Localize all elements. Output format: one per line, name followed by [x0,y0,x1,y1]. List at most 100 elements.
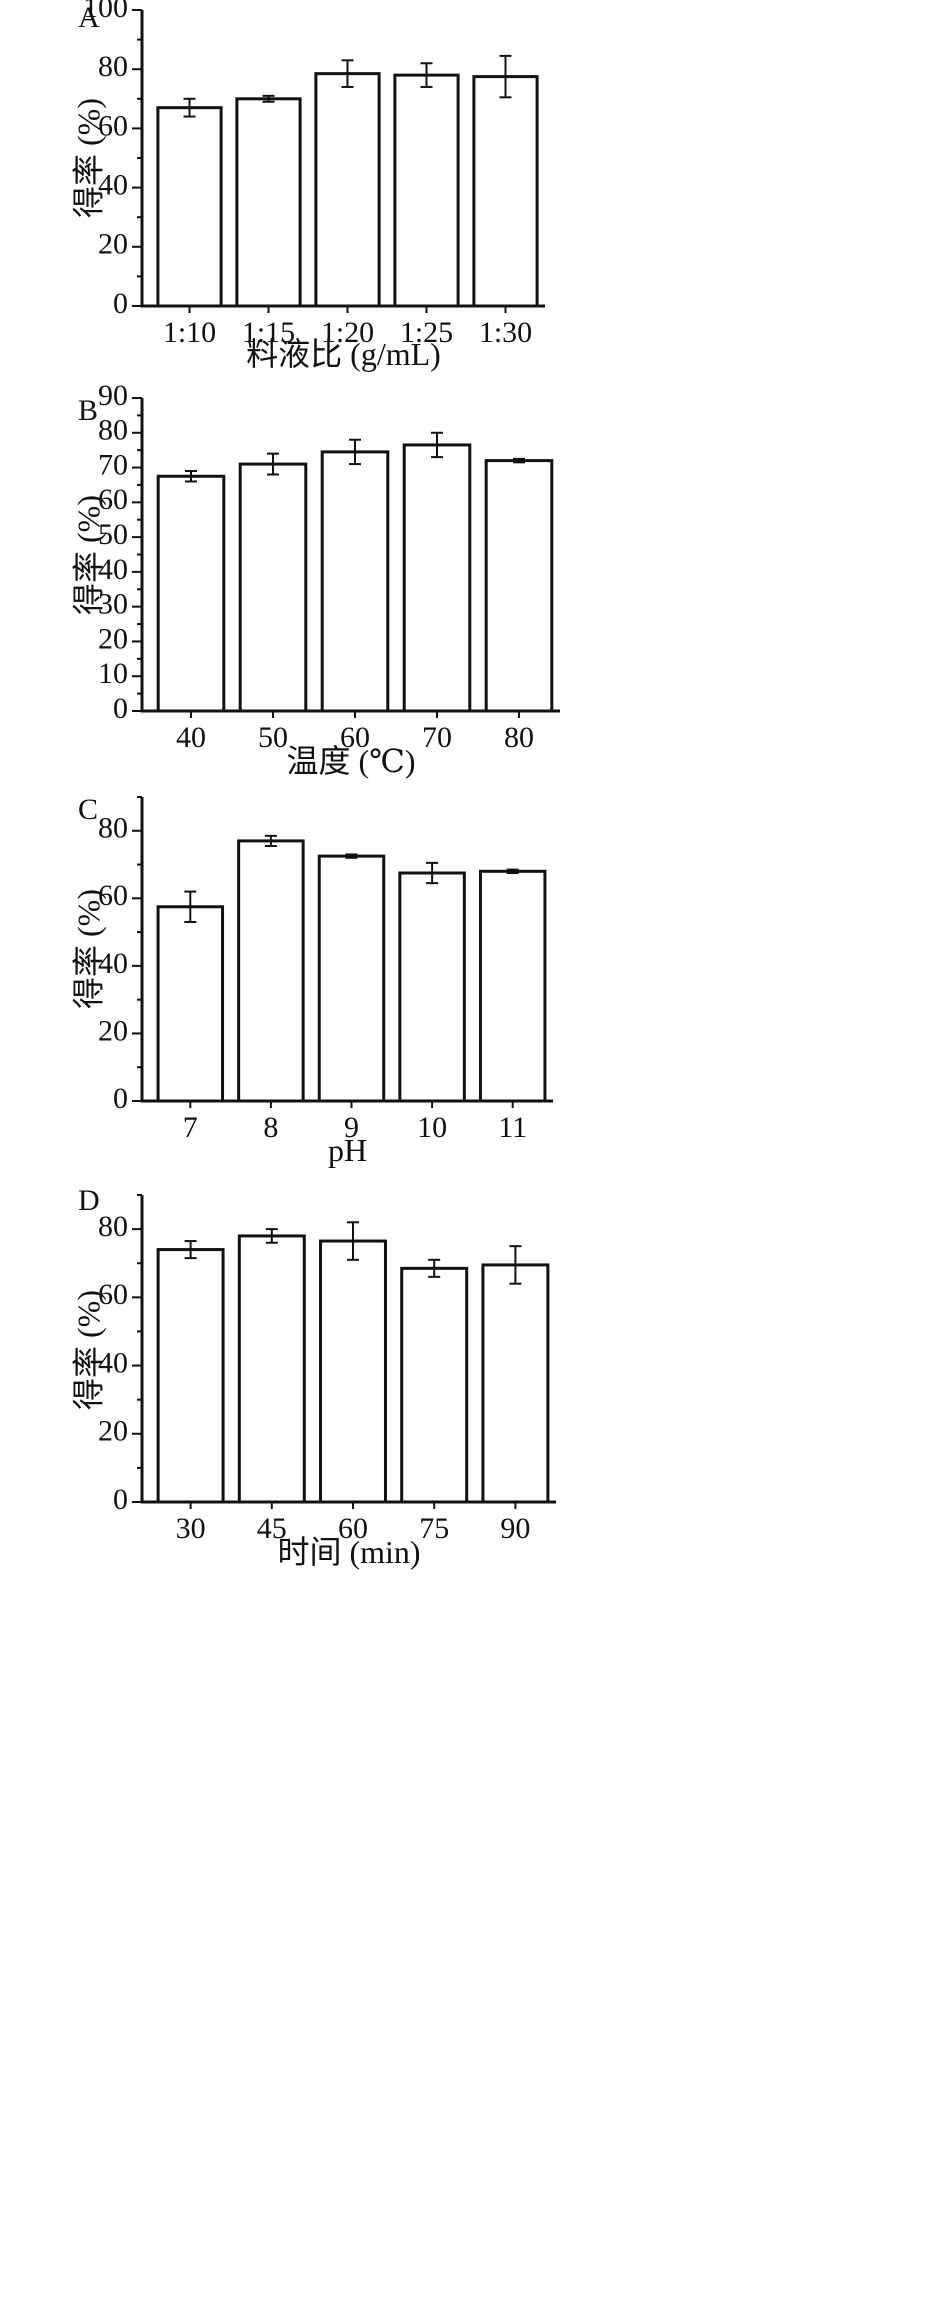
bar [393,73,460,308]
error-bar [184,1240,197,1260]
y-tick-label: 0 [113,1483,128,1516]
error-bar [431,431,443,459]
x-tick-label: 75 [419,1512,449,1545]
x-tick-label: 1:15 [242,316,295,349]
y-tick-label: 80 [98,1210,128,1243]
error-bar [184,890,197,923]
bar [156,905,225,1103]
x-tick-label: 90 [500,1512,530,1545]
panel-letter: A [78,1,100,34]
error-bar [265,1228,278,1244]
y-tick-label: 60 [98,1278,128,1311]
error-bar [420,62,433,88]
bar [156,1248,225,1504]
y-tick-label: 0 [113,692,128,725]
error-bar [262,94,275,103]
chart-panel-a: A 1:10 1:15 1:20 1:25 1:30 0 20 40 60 80 100 料液比 (g/… [70,0,545,372]
x-tick-label: 11 [498,1111,527,1144]
y-tick-label: 100 [83,0,128,24]
x-tick-label: 1:10 [163,316,216,349]
panel-letter: D [78,1184,100,1217]
error-bar [341,59,354,88]
y-tick-label: 50 [98,518,128,551]
bar [400,1266,469,1504]
y-axis-label: 得率 (%) [70,889,106,1009]
y-tick-label: 20 [98,1014,128,1047]
x-tick-label: 7 [183,1111,198,1144]
panel-letter: B [78,394,98,427]
x-tick-label: 1:30 [479,316,532,349]
y-tick-label: 20 [98,1415,128,1448]
y-tick-label: 60 [98,483,128,516]
x-tick-label: 60 [340,721,370,754]
y-tick-label: 60 [98,109,128,142]
bar [320,450,390,713]
y-axis-label: 得率 (%) [70,495,106,615]
y-tick-label: 80 [98,414,128,447]
x-tick-label: 1:25 [400,316,453,349]
error-bar [185,470,197,483]
error-bar [426,861,439,885]
y-tick-label: 40 [98,1346,128,1379]
y-tick-label: 30 [98,588,128,621]
x-tick-label: 50 [258,721,288,754]
bar [156,474,226,713]
y-tick-label: 90 [98,379,128,412]
y-tick-label: 60 [98,879,128,912]
bar [478,869,547,1103]
y-tick-label: 0 [113,287,128,320]
y-tick-label: 40 [98,168,128,201]
x-tick-label: 45 [257,1512,287,1545]
y-axis-label: 得率 (%) [70,1290,106,1410]
x-tick-label: 40 [176,721,206,754]
error-bar [347,1221,359,1261]
x-tick-label: 10 [417,1111,447,1144]
y-tick-label: 0 [113,1082,128,1115]
bar [481,1263,550,1504]
bar [319,1239,387,1504]
x-tick-label: 1:20 [321,316,374,349]
bar [237,839,305,1103]
y-tick-label: 80 [98,50,128,83]
error-bar [513,457,525,464]
y-tick-label: 70 [98,448,128,481]
x-tick-label: 9 [344,1111,359,1144]
bar [314,72,381,308]
x-tick-label: 30 [176,1512,206,1545]
x-tick-label: 8 [263,1111,278,1144]
bar [317,854,386,1103]
x-axis-label: pH [328,1132,367,1168]
panel-letter: C [78,793,98,826]
y-tick-label: 20 [98,622,128,655]
bar [398,871,466,1103]
chart-panel-d: D 30 45 60 75 90 0 20 40 60 80 时间 (min) 得率 (%) [70,1184,556,1570]
y-tick-label: 80 [98,812,128,845]
bar [238,462,308,713]
bar [472,75,539,308]
bar [484,459,554,713]
x-tick-label: 60 [338,1512,368,1545]
x-tick-label: 80 [504,721,534,754]
error-bar [345,853,358,859]
error-bar [267,452,279,476]
bar [237,1234,306,1504]
y-tick-label: 40 [98,947,128,980]
y-axis-label: 得率 (%) [70,98,106,218]
x-axis-label: 料液比 (g/mL) [246,336,441,372]
y-tick-label: 40 [98,553,128,586]
y-tick-label: 10 [98,657,128,690]
error-bar [183,97,196,118]
error-bar [499,54,512,99]
bar [402,443,472,713]
x-axis-label: 时间 (min) [277,1534,420,1570]
error-bar [349,438,361,466]
y-tick-label: 20 [98,228,128,261]
error-bar [428,1258,441,1278]
x-tick-label: 70 [422,721,452,754]
error-bar [506,868,519,874]
error-bar [509,1245,522,1285]
bar [235,97,302,308]
bar [156,106,223,308]
